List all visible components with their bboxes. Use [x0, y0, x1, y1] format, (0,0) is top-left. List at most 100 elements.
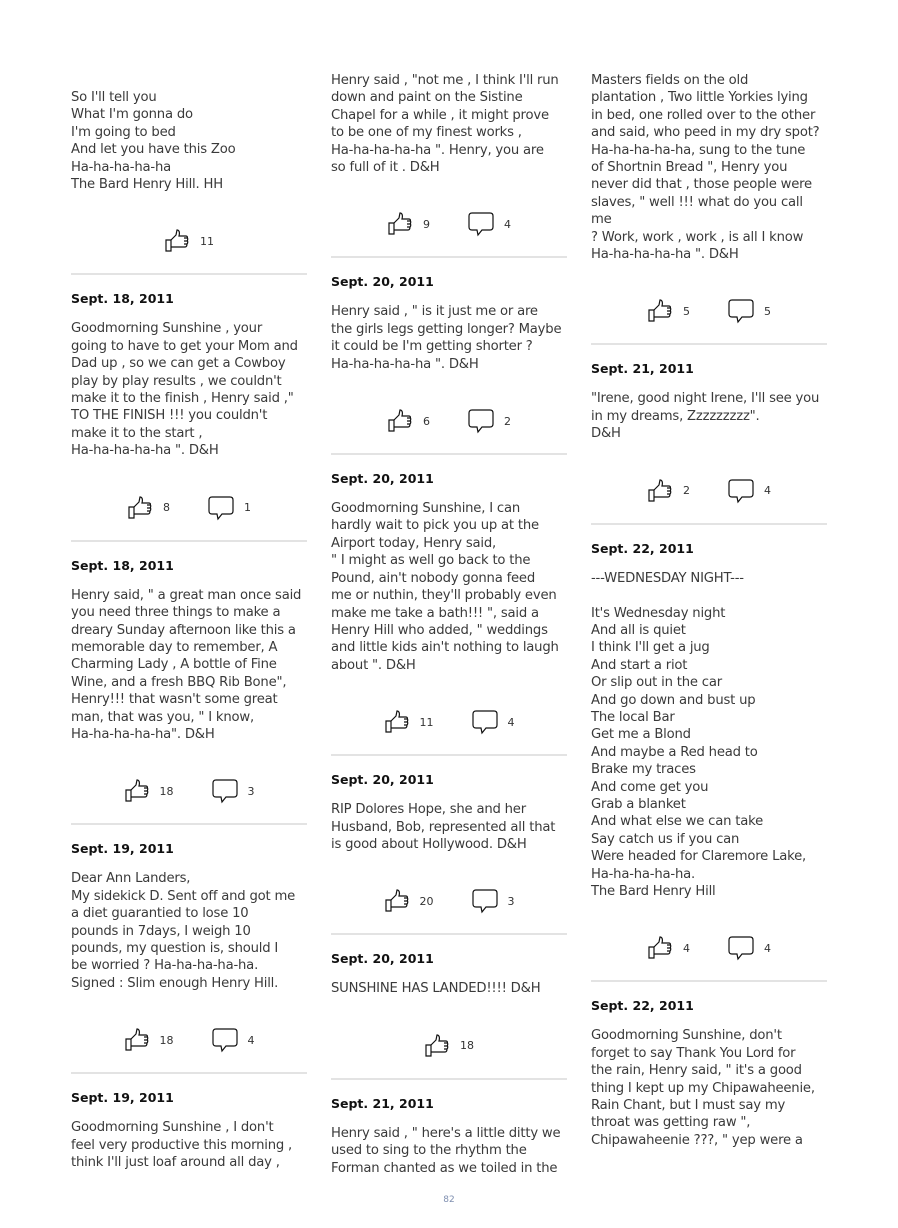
- post-body: Goodmorning Sunshine , I don't feel very…: [71, 1120, 293, 1170]
- post-body: "Irene, good night Irene, I'll see you i…: [591, 391, 820, 442]
- like-button[interactable]: 8: [127, 496, 170, 520]
- like-count: 18: [159, 784, 174, 798]
- divider: [331, 754, 567, 757]
- post: Sept. 21, 2011 Henry said , " here's a li…: [331, 1096, 567, 1177]
- reactions-bar: 18: [331, 1034, 567, 1058]
- comment-button[interactable]: 2: [468, 408, 511, 434]
- comment-count: 4: [504, 217, 511, 231]
- divider: [71, 539, 307, 542]
- comment-button[interactable]: 3: [211, 778, 255, 804]
- comment-button[interactable]: 4: [468, 211, 511, 237]
- like-button[interactable]: 5: [647, 299, 690, 323]
- like-count: 8: [163, 501, 170, 515]
- comment-button[interactable]: 4: [728, 935, 771, 961]
- post-body: ---WEDNESDAY NIGHT--- It's Wednesday nig…: [591, 570, 806, 899]
- post-date: Sept. 18, 2011: [71, 557, 174, 573]
- comment-button[interactable]: 4: [211, 1027, 255, 1053]
- reactions-bar: 18 3: [71, 778, 307, 804]
- thumbs-up-icon: [387, 212, 413, 236]
- post: Sept. 19, 2011 Goodmorning Sunshine , I d…: [71, 1090, 307, 1171]
- post: Sept. 21, 2011 "Irene, good night Irene, …: [591, 361, 827, 525]
- post-body: Goodmorning Sunshine , your going to hav…: [71, 321, 298, 459]
- like-button[interactable]: 18: [124, 779, 174, 803]
- comment-count: 2: [504, 414, 511, 428]
- divider: [591, 522, 827, 525]
- post: Sept. 20, 2011 Goodmorning Sunshine, I ca…: [331, 471, 567, 757]
- comment-button[interactable]: 3: [471, 888, 515, 914]
- like-count: 20: [419, 894, 434, 908]
- comment-button[interactable]: 4: [471, 709, 515, 735]
- like-count: 11: [419, 715, 434, 729]
- reactions-bar: 20 3: [331, 888, 567, 914]
- comment-button[interactable]: 4: [728, 478, 771, 504]
- post-body: So I'll tell you What I'm gonna do I'm g…: [71, 90, 236, 193]
- post-date: Sept. 20, 2011: [331, 772, 434, 788]
- like-button[interactable]: 18: [124, 1028, 174, 1052]
- like-button[interactable]: 20: [384, 889, 434, 913]
- speech-bubble-icon: [468, 211, 494, 237]
- like-button[interactable]: 6: [387, 409, 430, 433]
- reactions-bar: 11 4: [331, 709, 567, 735]
- thumbs-up-icon: [124, 779, 150, 803]
- thumbs-up-icon: [384, 710, 410, 734]
- comment-count: 4: [764, 484, 771, 498]
- divider: [591, 343, 827, 346]
- like-count: 5: [683, 304, 690, 318]
- post-body: Henry said, " a great man once said you …: [71, 587, 302, 742]
- like-count: 2: [683, 484, 690, 498]
- column-2: Henry said , "not me , I think I'll run …: [331, 72, 567, 1177]
- comment-button[interactable]: 5: [728, 298, 771, 324]
- like-button[interactable]: 2: [647, 479, 690, 503]
- comment-count: 1: [244, 501, 251, 515]
- speech-bubble-icon: [211, 1027, 238, 1053]
- divider: [71, 823, 307, 826]
- like-button[interactable]: 9: [387, 212, 430, 236]
- post-body: Masters fields on the old plantation , T…: [591, 73, 820, 263]
- like-button[interactable]: 11: [384, 710, 434, 734]
- comment-count: 5: [764, 304, 771, 318]
- post: Sept. 18, 2011 Henry said, " a great man …: [71, 558, 307, 826]
- post: Sept. 22, 2011 Goodmorning Sunshine, don'…: [591, 998, 827, 1149]
- comment-count: 4: [764, 941, 771, 955]
- thumbs-up-icon: [647, 299, 673, 323]
- page-number: 82: [443, 1195, 455, 1205]
- speech-bubble-icon: [471, 888, 498, 914]
- speech-bubble-icon: [728, 478, 754, 504]
- column-1: So I'll tell you What I'm gonna do I'm g…: [71, 89, 307, 1171]
- divider: [591, 980, 827, 983]
- post: Sept. 19, 2011 Dear Ann Landers, My sidek…: [71, 841, 307, 1075]
- post-date: Sept. 20, 2011: [331, 471, 434, 487]
- post: Sept. 20, 2011 Henry said , " is it just …: [331, 274, 567, 456]
- post-body: RIP Dolores Hope, she and her Husband, B…: [331, 802, 556, 852]
- post-date: Sept. 21, 2011: [331, 1095, 434, 1111]
- post-body: Goodmorning Sunshine, I can hardly wait …: [331, 501, 559, 673]
- speech-bubble-icon: [211, 778, 238, 804]
- speech-bubble-icon: [468, 408, 494, 434]
- comment-button[interactable]: 1: [208, 495, 251, 521]
- post-date: Sept. 20, 2011: [331, 951, 434, 967]
- like-button[interactable]: 4: [647, 936, 690, 960]
- thumbs-up-icon: [647, 479, 673, 503]
- post-body: SUNSHINE HAS LANDED!!!! D&H: [331, 981, 541, 997]
- reactions-bar: 18 4: [71, 1027, 307, 1053]
- post: Sept. 20, 2011 RIP Dolores Hope, she and …: [331, 772, 567, 936]
- like-count: 18: [460, 1039, 474, 1053]
- post-continuation: So I'll tell you What I'm gonna do I'm g…: [71, 89, 307, 276]
- post: Sept. 18, 2011 Goodmorning Sunshine , you…: [71, 291, 307, 542]
- like-button[interactable]: 11: [164, 229, 214, 253]
- post-body: Henry said , "not me , I think I'll run …: [331, 73, 559, 176]
- post-date: Sept. 19, 2011: [71, 841, 174, 857]
- speech-bubble-icon: [728, 298, 754, 324]
- like-count: 6: [423, 414, 430, 428]
- post-continuation: Masters fields on the old plantation , T…: [591, 72, 827, 346]
- post-continuation: Henry said , "not me , I think I'll run …: [331, 72, 567, 259]
- post-body: Dear Ann Landers, My sidekick D. Sent of…: [71, 871, 296, 991]
- thumbs-up-icon: [647, 936, 673, 960]
- divider: [331, 1077, 567, 1080]
- divider: [331, 933, 567, 936]
- like-button[interactable]: 18: [424, 1034, 474, 1058]
- like-count: 11: [200, 234, 214, 248]
